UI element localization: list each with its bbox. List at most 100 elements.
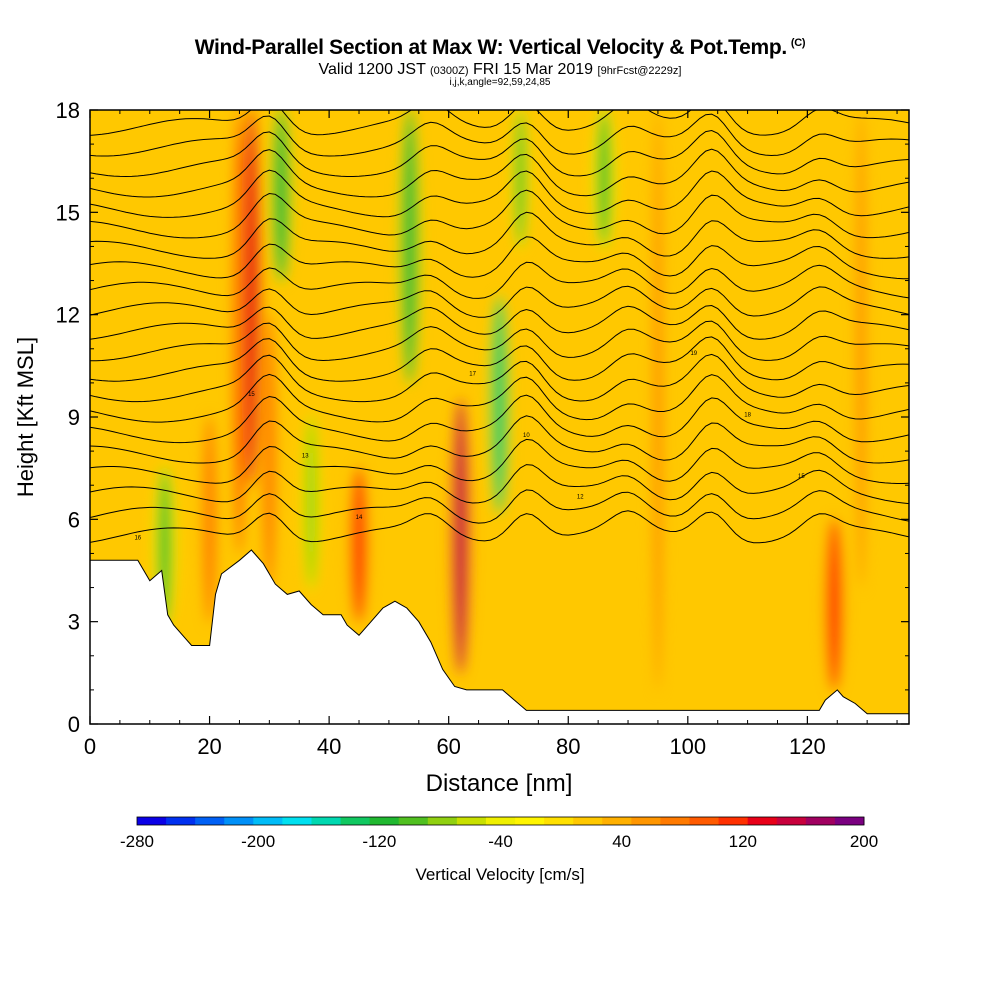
colorbar-tick-label: 120 — [729, 832, 757, 851]
theta-label: 16 — [134, 535, 141, 541]
colorbar-swatch — [573, 817, 603, 825]
theta-label: 19 — [690, 351, 697, 357]
colorbar-swatch — [369, 817, 400, 825]
colorbar-swatch — [224, 817, 254, 825]
valid-date: FRI 15 Mar 2019 — [473, 61, 594, 78]
colorbar-swatch — [137, 817, 167, 825]
colorbar-swatch — [456, 817, 487, 825]
w-feature-core — [492, 297, 507, 513]
theta-isoline — [90, 510, 909, 544]
colorbar-swatch — [485, 817, 516, 825]
colorbar-swatch — [747, 817, 778, 825]
theta-label: 17 — [469, 372, 476, 378]
colorbar-swatch — [805, 817, 836, 825]
w-feature-core — [827, 519, 841, 690]
y-axis-label: Height [Kft MSL] — [13, 337, 38, 497]
theta-isoline — [90, 394, 909, 444]
theta-isoline — [90, 113, 909, 157]
theta-isoline — [90, 489, 909, 524]
y-tick-label: 9 — [68, 405, 80, 430]
theta-isoline — [90, 169, 909, 218]
x-tick-label: 0 — [84, 734, 96, 759]
colorbar-tick-label: -280 — [120, 832, 154, 851]
colorbar-swatch — [718, 817, 749, 825]
colorbar-swatch — [340, 817, 371, 825]
colorbar-swatch — [660, 817, 691, 825]
x-axis-label: Distance [nm] — [426, 770, 573, 797]
y-tick-label: 15 — [56, 200, 80, 225]
w-feature-core — [454, 399, 468, 673]
y-tick-label: 3 — [68, 610, 80, 635]
theta-isoline — [90, 189, 909, 239]
theta-isoline — [90, 304, 909, 340]
theta-isoline — [90, 464, 909, 505]
theta-isoline — [90, 353, 909, 403]
theta-isoline — [90, 320, 909, 362]
terrain-mask — [90, 549, 909, 724]
theta-label: 13 — [302, 454, 309, 460]
colorbar-swatch — [776, 817, 807, 825]
w-feature-core — [204, 416, 215, 622]
valid-prefix: Valid 1200 JST — [318, 61, 426, 78]
colorbar-frame — [136, 816, 865, 826]
w-feature-core — [264, 314, 275, 588]
theta-label: 15 — [798, 474, 805, 480]
valid-time-line: Valid 1200 JST (0300Z) FRI 15 Mar 2019 [… — [0, 61, 1000, 79]
w-feature-core — [274, 110, 288, 281]
theta-isoline — [90, 110, 909, 136]
theta-isoline — [90, 285, 909, 318]
colorbar-swatch — [398, 817, 429, 825]
colorbar-swatch — [311, 817, 342, 825]
theta-isoline — [90, 336, 909, 382]
theta-label: 14 — [356, 515, 363, 521]
colorbar-label: Vertical Velocity [cm/s] — [415, 865, 584, 884]
plot-area: 16 14 12 15 13 10 18 15 17 19 — [90, 110, 909, 724]
x-tick-label: 60 — [436, 734, 460, 759]
colorbar: -280 -200 -120 -40 40 120 200 — [120, 816, 878, 851]
x-tick-label: 80 — [556, 734, 580, 759]
theta-isoline — [90, 438, 909, 484]
potential-temperature-contours: 16 14 12 15 13 10 18 15 17 19 — [90, 110, 909, 544]
y-tick-label: 18 — [56, 98, 80, 123]
colorbar-swatch — [427, 817, 458, 825]
theta-isoline — [90, 129, 909, 178]
colorbar-tick-label: -200 — [241, 832, 275, 851]
x-tick-label: 100 — [669, 734, 706, 759]
y-tick-label: 6 — [68, 507, 80, 532]
theta-isoline — [90, 415, 909, 464]
theta-isoline — [90, 148, 909, 198]
colorbar-tick-label: -40 — [488, 832, 513, 851]
theta-isoline — [90, 236, 909, 280]
w-feature-core — [403, 110, 417, 383]
w-feature-core — [306, 417, 317, 588]
y-tick-label: 12 — [56, 303, 80, 328]
colorbar-tick-label: -120 — [362, 832, 396, 851]
section-indices: i,j,k,angle=92,59,24,85 — [449, 77, 551, 88]
valid-forecast: [9hrFcst@2229z] — [597, 65, 682, 77]
valid-utc: (0300Z) — [430, 65, 469, 77]
colorbar-swatch — [166, 817, 196, 825]
chart-title: Wind-Parallel Section at Max W: Vertical… — [0, 36, 1000, 60]
y-tick-label: 0 — [68, 712, 80, 737]
x-tick-label: 40 — [317, 734, 341, 759]
colorbar-swatch — [834, 817, 865, 825]
x-tick-label: 20 — [197, 734, 221, 759]
x-tick-label: 120 — [789, 734, 826, 759]
theta-label: 15 — [248, 392, 255, 398]
w-feature-core — [515, 110, 526, 247]
colorbar-swatch — [253, 817, 283, 825]
theta-label: 18 — [744, 413, 751, 419]
colorbar-swatch — [602, 817, 632, 825]
theta-isoline — [90, 373, 909, 423]
w-feature-core — [856, 110, 867, 588]
w-feature-core — [652, 110, 663, 690]
theta-label: 12 — [577, 494, 584, 500]
colorbar-swatch — [544, 817, 574, 825]
theta-isoline — [90, 211, 909, 259]
colorbar-swatch — [689, 817, 720, 825]
chart-title-text: Wind-Parallel Section at Max W: Vertical… — [194, 36, 788, 59]
w-feature-core — [597, 110, 611, 247]
colorbar-tick-label: 40 — [612, 832, 631, 851]
colorbar-swatch — [631, 817, 661, 825]
